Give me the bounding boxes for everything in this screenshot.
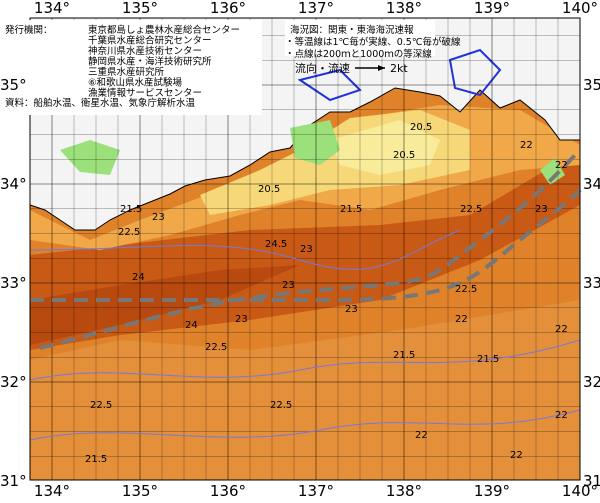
contour-label: 21.5 <box>340 204 362 215</box>
contour-label: 22 <box>415 430 428 441</box>
legend-arrowhead <box>378 65 385 71</box>
agency: 千葉県水産総合研究センター <box>88 35 212 47</box>
contour-label: 22.5 <box>205 342 227 353</box>
agency: 漁業情報サービスセンター <box>88 87 202 99</box>
contour-label: 22 <box>455 314 468 325</box>
legend-label: 流向・流速 <box>295 61 350 75</box>
publisher-box <box>2 20 262 115</box>
agency: 静岡県水産・海洋技術研究所 <box>88 56 212 68</box>
agency: 東京都島しょ農林水産総合センター <box>88 24 240 36</box>
lon-label: 135° <box>122 0 158 17</box>
contour-label: 21.5 <box>477 354 499 365</box>
bay <box>60 140 120 175</box>
contour-label: 22.5 <box>90 400 112 411</box>
lon-label: 136° <box>210 0 246 17</box>
lat-label: 33° <box>0 274 27 292</box>
publisher-label: 発行機関： <box>5 24 53 36</box>
contour-label: 23 <box>152 212 165 223</box>
lat-label: 32° <box>583 373 600 391</box>
contour-label: 20.5 <box>393 150 415 161</box>
agency: 神奈川県水産技術センター <box>88 45 202 57</box>
legend-scale: 2kt <box>390 62 408 75</box>
note: ・点線は200ｍと1000ｍの等深線 <box>285 48 432 60</box>
lat-label: 34° <box>0 175 27 193</box>
current-path <box>29 188 582 303</box>
grid <box>30 18 580 480</box>
contour-label: 24 <box>132 272 145 283</box>
lon-label: 138° <box>386 0 422 17</box>
lat-label: 34° <box>583 175 600 193</box>
isotherm <box>29 339 581 381</box>
isotherm <box>29 409 581 441</box>
lat-label: 32° <box>0 373 27 391</box>
contour-label: 22 <box>520 140 533 151</box>
lon-label: 137° <box>298 482 334 499</box>
lon-label: 140° <box>562 482 598 499</box>
lat-label: 33° <box>583 274 600 292</box>
contour-label: 21.5 <box>85 454 107 465</box>
agency-list: 東京都島しょ農林水産総合センター千葉県水産総合研究センター神奈川県水産技術センタ… <box>88 24 240 99</box>
coastal-cold <box>330 120 440 175</box>
contour-label: 21.5 <box>393 350 415 361</box>
contour-label: 22.5 <box>460 204 482 215</box>
bay <box>290 120 340 165</box>
contour-label: 22.5 <box>270 400 292 411</box>
contour-labels: 20.5 20.5 22 22 21.5 22.5 23 22.5 23 24 24.5 23 23 24… <box>85 122 568 465</box>
lon-label: 140° <box>562 0 598 17</box>
lon-label: 135° <box>122 482 158 499</box>
lat-label: 35° <box>583 76 600 94</box>
notes-title: 海況図：関東・東海海況速報 <box>290 24 414 36</box>
lon-label: 137° <box>298 0 334 17</box>
lat-label: 31° <box>583 472 600 490</box>
lon-label: 139° <box>474 0 510 17</box>
contour-label: 20.5 <box>258 184 280 195</box>
contour-label: 22.5 <box>118 227 140 238</box>
notes-box <box>285 20 435 56</box>
contour-label: 23 <box>282 280 295 291</box>
lon-label: 138° <box>386 482 422 499</box>
lon-label: 134° <box>34 0 70 17</box>
isotherm <box>29 229 461 270</box>
lon-label: 139° <box>474 482 510 499</box>
source: 資料：船舶水温、衛星水温、気象庁解析水温 <box>5 97 196 109</box>
note: ・等温線は1℃毎が実線、0.5℃毎が破線 <box>285 36 461 48</box>
contour-label: 22.5 <box>455 284 477 295</box>
contour-label: 20.5 <box>410 122 432 133</box>
contour-label: 22 <box>555 410 568 421</box>
contour-label: 21.5 <box>120 204 142 215</box>
contour-label: 24 <box>185 320 198 331</box>
contour-label: 23 <box>535 204 548 215</box>
lat-label: 35° <box>0 76 27 94</box>
contour-label: 24.5 <box>265 239 287 250</box>
lon-label: 136° <box>210 482 246 499</box>
frame <box>29 17 581 481</box>
bay <box>540 158 565 185</box>
agency: ⑥和歌山県水産試験場 <box>88 77 183 89</box>
lat-label: 31° <box>0 472 27 490</box>
contour-label: 22 <box>510 450 523 461</box>
kuroshio-core <box>30 265 300 345</box>
current-path <box>39 148 582 350</box>
contour-label: 23 <box>300 244 313 255</box>
contour-label: 23 <box>345 304 358 315</box>
lon-label: 134° <box>34 482 70 499</box>
agency: 三重県水産研究所 <box>88 66 165 78</box>
contour-label: 22 <box>555 160 568 171</box>
contour-label: 22 <box>555 324 568 335</box>
contour-label: 23 <box>235 314 248 325</box>
